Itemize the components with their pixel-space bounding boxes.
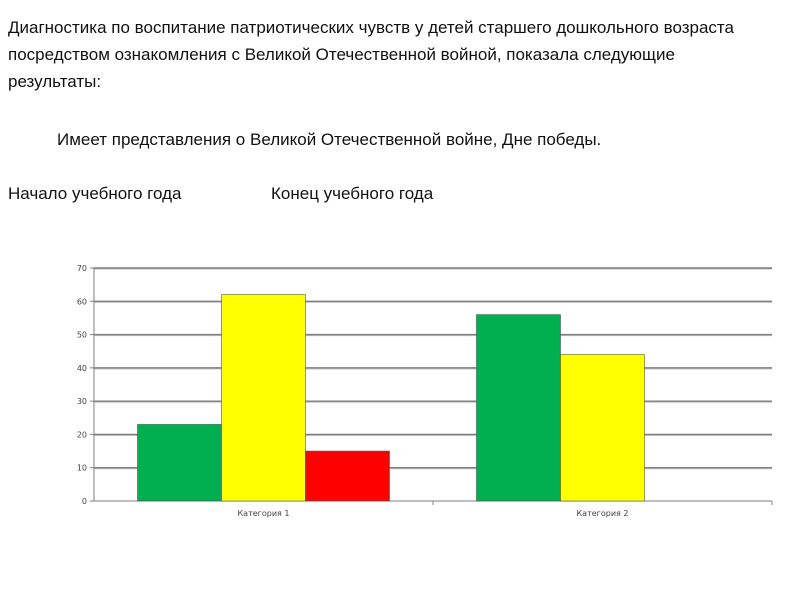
period-end-label: Конец учебного года [271,184,434,203]
y-tick-label: 20 [77,430,87,439]
bar [221,294,306,502]
chart-subtitle: Имеет представления о Великой Отечествен… [57,130,602,149]
bar [476,314,561,502]
y-tick-label: 30 [77,397,87,406]
period-labels: Начало учебного года Конец учебного года [8,180,433,207]
bar [137,424,222,502]
y-tick-label: 50 [77,331,87,340]
bar [305,450,390,502]
y-tick-label: 0 [82,497,87,506]
x-tick-label: Категория 1 [238,509,290,518]
y-tick-label: 70 [77,264,87,273]
y-tick-label: 10 [77,464,87,473]
period-start-label: Начало учебного года [8,184,182,203]
intro-text: Диагностика по воспитание патриотических… [8,18,734,91]
x-tick-label: Категория 2 [577,509,629,518]
y-tick-label: 60 [77,297,87,306]
bar [560,354,645,502]
y-tick-label: 40 [77,364,87,373]
